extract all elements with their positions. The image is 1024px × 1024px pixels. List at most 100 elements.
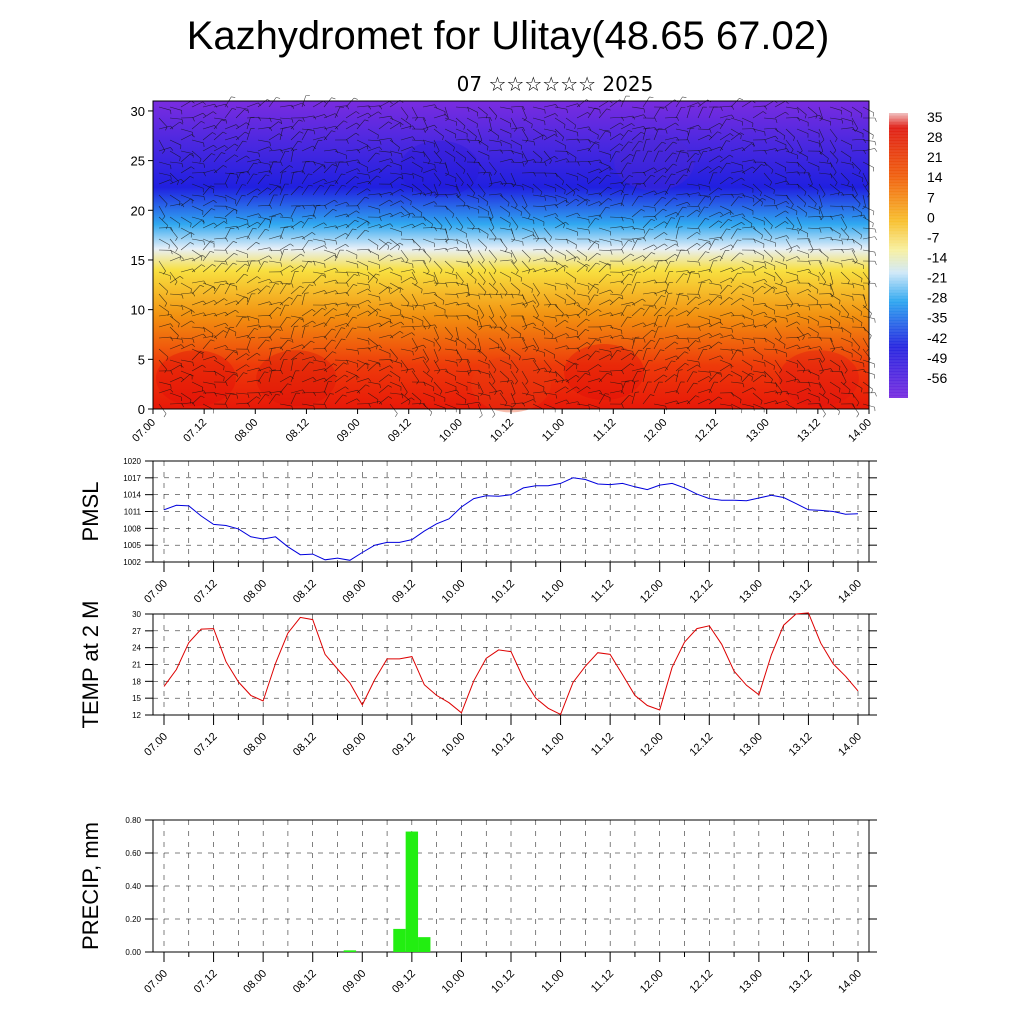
wind-barb bbox=[664, 197, 674, 207]
wind-barb-flag bbox=[512, 403, 516, 408]
wind-barb bbox=[741, 183, 754, 190]
wind-barb-flag bbox=[542, 135, 544, 140]
wind-barb bbox=[543, 238, 553, 248]
wind-barb bbox=[697, 251, 706, 262]
wind-barb-flag bbox=[779, 369, 782, 374]
wind-barb bbox=[554, 128, 564, 138]
wind-barb-flag bbox=[599, 168, 603, 172]
wind-barb-flag bbox=[409, 124, 412, 129]
x-tick-label: 09.12 bbox=[386, 417, 414, 445]
wind-barb-flag bbox=[718, 165, 723, 169]
wind-barb-flag bbox=[621, 334, 625, 339]
wind-barb bbox=[686, 243, 698, 251]
wind-barb bbox=[158, 282, 168, 292]
y-tick-label: 21 bbox=[132, 661, 141, 670]
wind-barb bbox=[642, 96, 650, 108]
wind-barb bbox=[224, 348, 237, 352]
wind-barb-flag bbox=[278, 133, 283, 137]
wind-barb bbox=[213, 117, 226, 120]
wind-barb-flag bbox=[577, 302, 581, 307]
wind-barb-flag bbox=[729, 364, 734, 368]
wind-barb-flag bbox=[424, 128, 429, 133]
wind-barb bbox=[565, 362, 576, 372]
wind-barb-flag bbox=[434, 191, 438, 196]
wind-barb bbox=[631, 255, 643, 262]
wind-barb bbox=[389, 117, 402, 124]
wind-barb-flag bbox=[874, 148, 878, 152]
x-tick-label: 13.00 bbox=[737, 578, 765, 606]
wind-barb bbox=[356, 347, 369, 350]
wind-barb-flag bbox=[549, 160, 552, 164]
y-tick-label: 27 bbox=[132, 627, 141, 636]
wind-barb-flag bbox=[764, 150, 767, 155]
wind-barb-flag bbox=[269, 164, 271, 169]
wind-barb bbox=[763, 148, 776, 152]
wind-barb bbox=[345, 168, 358, 174]
wind-barb-flag bbox=[165, 225, 168, 230]
wind-barb-flag bbox=[819, 228, 822, 233]
wind-barb bbox=[598, 335, 611, 339]
wind-barb-flag bbox=[621, 383, 623, 388]
wind-barb-flag bbox=[575, 244, 577, 249]
wind-barb bbox=[807, 336, 820, 339]
wind-barb bbox=[631, 367, 644, 372]
wind-barb-flag bbox=[190, 242, 194, 245]
wind-barb bbox=[389, 287, 401, 295]
wind-barb bbox=[422, 337, 435, 343]
wind-barb bbox=[444, 172, 457, 179]
wind-barb bbox=[664, 173, 672, 185]
wind-barb bbox=[455, 337, 467, 345]
wind-barb bbox=[785, 106, 798, 110]
wind-barb bbox=[653, 221, 665, 229]
wind-barb bbox=[642, 348, 647, 361]
wind-barb bbox=[686, 271, 699, 275]
wind-barb bbox=[378, 254, 390, 262]
wind-barb bbox=[510, 150, 523, 155]
wind-barb bbox=[862, 172, 869, 184]
wind-barb-flag bbox=[243, 372, 248, 375]
wind-barb-flag bbox=[604, 393, 610, 395]
wind-barb bbox=[763, 227, 773, 238]
wind-barb-flag bbox=[308, 184, 313, 187]
wind-barb-flag bbox=[573, 257, 576, 262]
wind-barb bbox=[840, 248, 853, 251]
wind-barb bbox=[675, 216, 681, 229]
wind-barb-flag bbox=[632, 219, 634, 224]
wind-barb bbox=[598, 128, 611, 133]
wind-barb bbox=[807, 216, 821, 218]
wind-barb bbox=[543, 282, 556, 287]
wind-barb bbox=[532, 257, 545, 262]
wind-barb bbox=[477, 238, 487, 248]
wind-barb-flag bbox=[390, 138, 394, 142]
wind-barb bbox=[774, 111, 786, 119]
wind-barb-flag bbox=[522, 315, 525, 320]
wind-barb-flag bbox=[731, 312, 735, 316]
wind-barb bbox=[774, 390, 787, 394]
wind-barb bbox=[675, 293, 688, 297]
wind-barb-flag bbox=[410, 201, 412, 206]
wind-barb-flag bbox=[493, 237, 497, 242]
wind-barb bbox=[444, 150, 456, 158]
wind-barb bbox=[587, 309, 599, 317]
wind-barb-flag bbox=[346, 105, 350, 110]
wind-barb-flag bbox=[819, 304, 822, 309]
wind-barb bbox=[455, 326, 459, 339]
wind-barb-flag bbox=[310, 340, 315, 344]
wind-barb bbox=[411, 293, 418, 305]
wind-barb bbox=[301, 309, 313, 317]
wind-barb bbox=[818, 215, 831, 218]
wind-barb bbox=[290, 206, 297, 218]
wind-barb-flag bbox=[730, 211, 734, 215]
wind-barb bbox=[169, 304, 182, 307]
wind-barb bbox=[741, 324, 754, 328]
wind-barb bbox=[730, 128, 742, 136]
wind-barb bbox=[752, 374, 763, 383]
wind-barb bbox=[257, 339, 267, 350]
wind-barb bbox=[466, 249, 474, 261]
wind-barb-flag bbox=[342, 394, 347, 397]
wind-barb-flag bbox=[731, 334, 735, 339]
wind-barb bbox=[851, 249, 858, 261]
wind-barb bbox=[169, 271, 178, 282]
wind-barb-flag bbox=[170, 370, 173, 375]
wind-barb bbox=[477, 370, 490, 375]
